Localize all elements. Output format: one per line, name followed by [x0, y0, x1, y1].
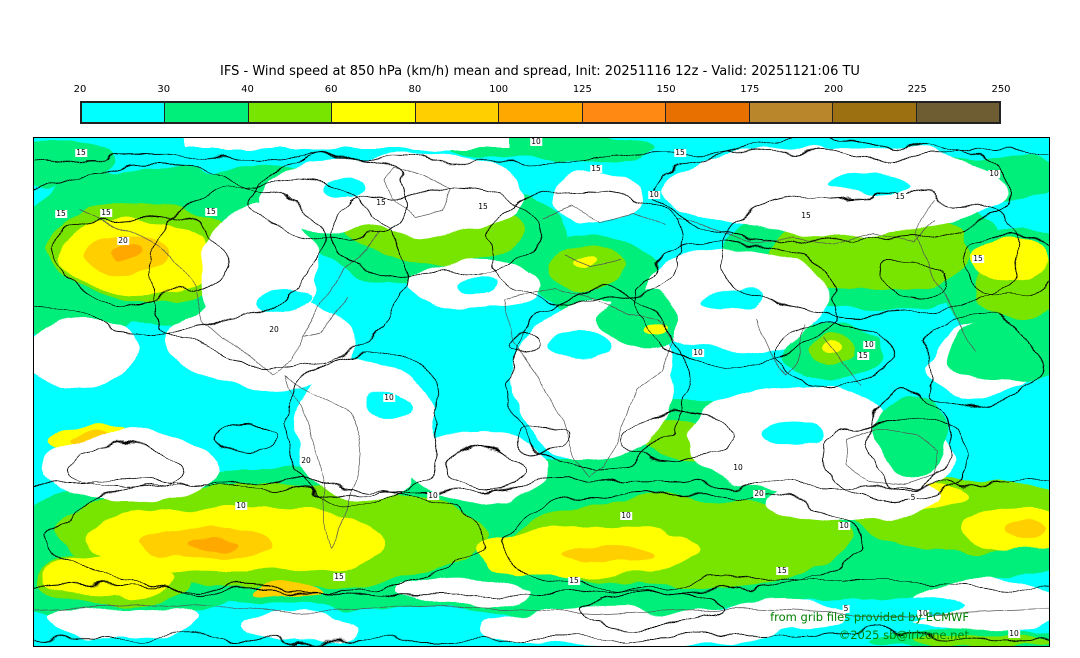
band-60-80-yellow-accents [571, 254, 846, 354]
colorbar-tick-60: 60 [324, 84, 338, 95]
band-100-125-orange [107, 244, 232, 548]
colorbar-segment-7 [666, 103, 750, 122]
page-title: IFS - Wind speed at 850 hPa (km/h) mean … [220, 64, 860, 79]
colorbar-segment-4 [415, 103, 500, 122]
colorbar-tick-175: 175 [740, 84, 760, 95]
spread-contour-lines [34, 139, 1049, 641]
wind-speed-contour-plot [34, 138, 1049, 646]
credits-copyright: ©2025 sb@irizone.net [838, 628, 969, 642]
colorbar-tick-200: 200 [823, 84, 844, 95]
colorbar-tick-labels: 20 30 40 60 80 100 125 150 175 200 225 250 [74, 84, 1011, 98]
colorbar-segment-8 [749, 103, 834, 122]
colorbar-segment-5 [499, 103, 583, 122]
colorbar-tick-150: 150 [656, 84, 676, 95]
colorbar-tick-80: 80 [408, 84, 422, 95]
world-wind-map: 15 10 15 10 15 15 15 15 15 10 15 15 15 15 20 20 20 20 10 10… [33, 137, 1050, 647]
colorbar-segment-1 [165, 103, 249, 122]
colorbar-scale [80, 101, 1001, 124]
credits: from grib files provided by ECMWF ©2025 … [770, 608, 969, 644]
colorbar-tick-20: 20 [73, 84, 87, 95]
coastlines [34, 165, 1049, 617]
colorbar-segment-0 [82, 103, 166, 122]
colorbar: 20 30 40 60 80 100 125 150 175 200 225 250 [74, 84, 1011, 124]
colorbar-tick-100: 100 [489, 84, 509, 95]
colorbar-segment-2 [248, 103, 333, 122]
colorbar-tick-125: 125 [572, 84, 592, 95]
colorbar-segment-9 [833, 103, 917, 122]
colorbar-tick-40: 40 [241, 84, 254, 95]
colorbar-tick-225: 225 [907, 84, 927, 95]
cyan-patches [260, 176, 967, 618]
colorbar-tick-30: 30 [157, 84, 171, 95]
colorbar-segment-10 [916, 103, 999, 122]
colorbar-segment-3 [332, 103, 416, 122]
credits-source: from grib files provided by ECMWF [770, 610, 969, 624]
colorbar-segment-6 [582, 103, 667, 122]
colorbar-tick-250: 250 [991, 84, 1011, 95]
